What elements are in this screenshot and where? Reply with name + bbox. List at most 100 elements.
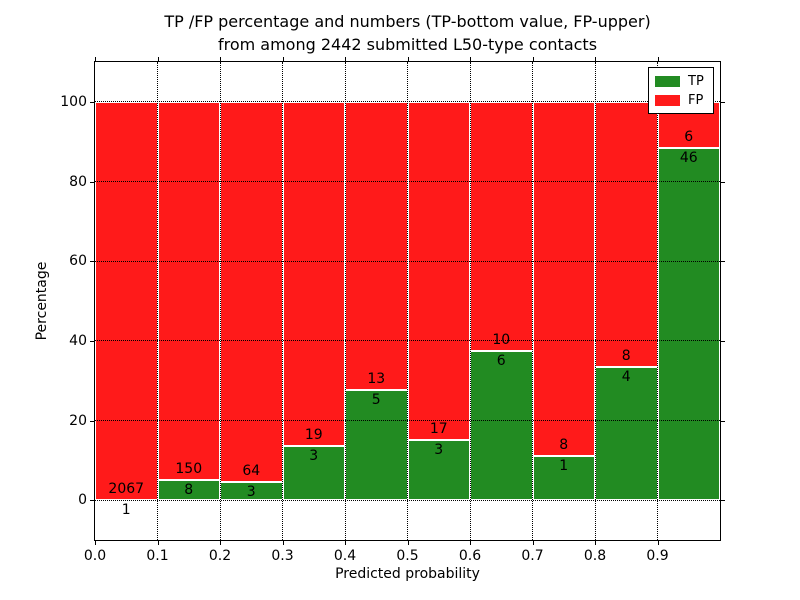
fp-legend-label: FP <box>688 93 704 108</box>
gridline-vertical <box>594 62 596 540</box>
x-tick-label: 0.2 <box>208 548 232 564</box>
x-axis-label: Predicted probability <box>335 566 480 582</box>
y-tick-label: 100 <box>60 93 87 110</box>
fp-count-label: 8 <box>559 436 569 453</box>
tp-legend-label: TP <box>688 74 704 89</box>
gridline-vertical <box>657 62 658 540</box>
x-tick-mark-top <box>95 57 96 62</box>
gridline-horizontal <box>95 420 720 421</box>
y-tick-mark <box>90 500 95 502</box>
tp-count-label: 3 <box>246 484 256 501</box>
fp-legend-swatch <box>655 95 680 106</box>
fp-bar-segment <box>345 101 408 390</box>
y-tick-mark-right <box>720 261 725 263</box>
x-tick-mark-top <box>157 57 159 62</box>
gridline-horizontal <box>95 181 720 182</box>
y-tick-label: 0 <box>78 492 87 509</box>
x-tick-mark-top <box>595 57 596 62</box>
y-tick-mark <box>90 340 95 342</box>
x-tick-mark <box>470 540 471 545</box>
x-tick-label: 0.7 <box>521 548 544 564</box>
y-tick-mark <box>90 420 95 422</box>
fp-bar-segment <box>282 101 345 446</box>
tp-legend-swatch <box>655 76 680 87</box>
y-tick-label: 20 <box>69 412 87 429</box>
x-tick-label: 0.4 <box>333 548 357 564</box>
x-tick-label: 0.5 <box>396 548 419 564</box>
x-tick-mark <box>407 540 409 545</box>
fp-count-label: 150 <box>175 460 203 477</box>
y-tick-mark-right <box>720 101 725 103</box>
y-tick-mark <box>90 181 95 183</box>
chart-title: TP /FP percentage and numbers (TP-bottom… <box>95 10 720 56</box>
x-tick-mark-top <box>282 57 284 62</box>
x-tick-label: 0.1 <box>146 548 169 564</box>
x-tick-mark-top <box>470 57 471 62</box>
tp-bar-segment <box>470 350 533 501</box>
x-tick-label: 0.8 <box>583 548 607 564</box>
tp-bar-segment <box>282 445 345 501</box>
x-tick-mark-top <box>657 57 659 62</box>
y-tick-mark-right <box>720 420 725 422</box>
fp-count-label: 2067 <box>108 480 145 497</box>
fp-bar-segment <box>95 101 158 500</box>
x-tick-mark <box>220 540 221 545</box>
x-tick-mark <box>657 540 659 545</box>
x-tick-mark <box>532 540 534 545</box>
gridline-vertical <box>157 62 158 540</box>
tp-bar-segment <box>532 455 595 501</box>
tp-bar-segment <box>345 389 408 501</box>
fp-bar-segment <box>595 101 658 368</box>
y-tick-mark-right <box>720 340 725 342</box>
fp-count-label: 17 <box>429 421 448 438</box>
fp-bar-segment <box>470 101 533 351</box>
tp-count-label: 8 <box>184 481 194 498</box>
chart-title-line2: from among 2442 submitted L50-type conta… <box>217 35 598 54</box>
y-tick-mark-right <box>720 181 725 183</box>
gridline-vertical <box>469 62 471 540</box>
tp-count-label: 3 <box>309 447 319 464</box>
tp-bar-segment <box>657 147 720 501</box>
y-axis-label: Percentage <box>34 261 50 341</box>
gridline-vertical <box>282 62 283 540</box>
gridline-horizontal <box>95 340 720 342</box>
tp-bar-segment <box>595 367 658 501</box>
gridline-vertical <box>532 62 533 540</box>
tp-count-label: 3 <box>434 442 444 459</box>
gridline-horizontal <box>95 499 720 501</box>
x-tick-mark-top <box>407 57 409 62</box>
x-tick-label: 0.0 <box>83 548 107 564</box>
tp-count-label: 1 <box>121 501 131 518</box>
fp-bar-segment <box>157 101 220 480</box>
x-tick-mark <box>95 540 96 545</box>
y-tick-mark <box>90 101 95 103</box>
x-tick-label: 0.9 <box>646 548 669 564</box>
y-tick-label: 80 <box>69 173 87 190</box>
fp-count-label: 6 <box>684 128 694 145</box>
x-tick-mark-top <box>345 57 346 62</box>
x-tick-label: 0.3 <box>271 548 294 564</box>
gridline-vertical <box>407 62 408 540</box>
fp-count-label: 10 <box>492 331 511 348</box>
x-tick-label: 0.6 <box>458 548 482 564</box>
legend: TP FP <box>648 67 714 114</box>
fp-count-label: 13 <box>367 370 386 387</box>
fp-bar-segment <box>407 101 470 441</box>
x-tick-mark <box>595 540 596 545</box>
x-tick-mark-top <box>532 57 534 62</box>
gridline-vertical <box>219 62 221 540</box>
y-tick-label: 40 <box>69 332 87 349</box>
tp-count-label: 46 <box>679 149 698 166</box>
legend-entry-fp: FP <box>649 91 713 110</box>
fp-count-label: 64 <box>242 463 261 480</box>
x-tick-mark <box>282 540 284 545</box>
gridline-horizontal <box>95 101 720 103</box>
gridline-horizontal <box>95 260 720 262</box>
legend-entry-tp: TP <box>649 72 713 91</box>
fp-bar-segment <box>220 101 283 483</box>
y-tick-mark-right <box>720 500 725 502</box>
tp-count-label: 1 <box>559 457 569 474</box>
x-tick-mark <box>345 540 346 545</box>
tp-count-label: 4 <box>621 369 631 386</box>
gridline-vertical <box>344 62 346 540</box>
